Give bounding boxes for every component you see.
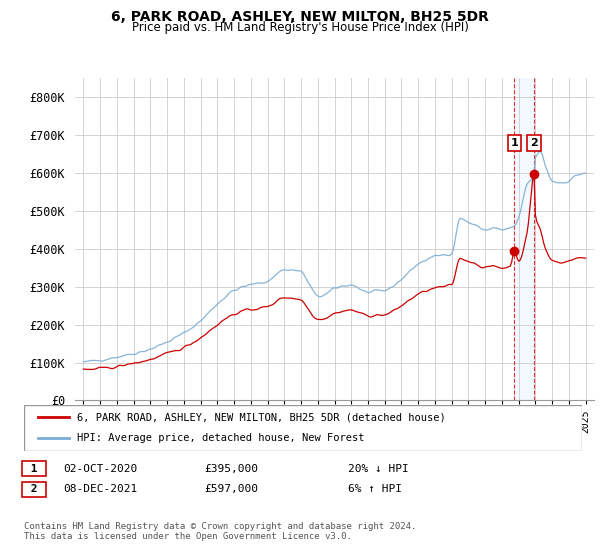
FancyBboxPatch shape: [24, 405, 582, 451]
Text: Contains HM Land Registry data © Crown copyright and database right 2024.
This d: Contains HM Land Registry data © Crown c…: [24, 522, 416, 542]
Text: 2: 2: [530, 138, 538, 148]
Text: 2: 2: [24, 484, 44, 494]
Text: 20% ↓ HPI: 20% ↓ HPI: [348, 464, 409, 474]
Text: £597,000: £597,000: [204, 484, 258, 494]
Bar: [514, 78, 534, 400]
Text: 08-DEC-2021: 08-DEC-2021: [63, 484, 137, 494]
Text: 6, PARK ROAD, ASHLEY, NEW MILTON, BH25 5DR (detached house): 6, PARK ROAD, ASHLEY, NEW MILTON, BH25 5…: [77, 412, 446, 422]
Text: 02-OCT-2020: 02-OCT-2020: [63, 464, 137, 474]
Text: 6% ↑ HPI: 6% ↑ HPI: [348, 484, 402, 494]
Text: 1: 1: [24, 464, 44, 474]
Text: £395,000: £395,000: [204, 464, 258, 474]
Text: 1: 1: [511, 138, 518, 148]
Text: Price paid vs. HM Land Registry's House Price Index (HPI): Price paid vs. HM Land Registry's House …: [131, 21, 469, 34]
Text: 6, PARK ROAD, ASHLEY, NEW MILTON, BH25 5DR: 6, PARK ROAD, ASHLEY, NEW MILTON, BH25 5…: [111, 10, 489, 24]
Text: HPI: Average price, detached house, New Forest: HPI: Average price, detached house, New …: [77, 433, 365, 444]
